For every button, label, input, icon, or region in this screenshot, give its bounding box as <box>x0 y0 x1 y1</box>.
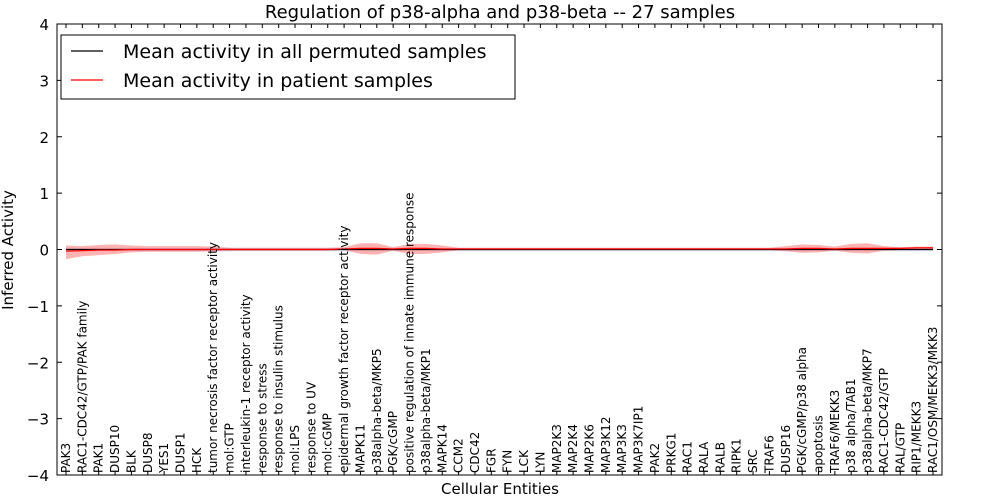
x-axis-label: Cellular Entities <box>441 480 559 498</box>
x-tick-label: p38alpha-beta/MKP1 <box>419 348 433 473</box>
x-tick-label: response to stress <box>255 363 269 473</box>
y-tick-label: 3 <box>39 72 49 90</box>
confidence-bands <box>66 243 933 260</box>
y-tick-label: −4 <box>27 467 49 485</box>
x-tick-label: RAC1-CDC42/GTP <box>877 368 891 473</box>
x-tick-label: DUSP16 <box>779 425 793 473</box>
x-tick-label: SRC <box>746 449 760 473</box>
chart-title: Regulation of p38-alpha and p38-beta -- … <box>265 2 735 23</box>
x-tick-label: RAC1/OSM/MEKK3/MKK3 <box>926 327 940 473</box>
x-tick-label: RALA <box>697 441 711 473</box>
x-tick-label: DUSP1 <box>174 432 188 473</box>
x-tick-label: PRKG1 <box>664 433 678 473</box>
x-tick-label: MAP3K7IP1 <box>632 406 646 473</box>
y-tick-label: 4 <box>39 16 49 34</box>
x-tick-label: YES1 <box>157 443 171 474</box>
y-axis-label: Inferred Activity <box>0 190 17 310</box>
x-tick-label: response to UV <box>304 381 318 473</box>
x-tick-label: LCK <box>517 449 531 473</box>
legend: Mean activity in all permuted samples Me… <box>60 34 516 100</box>
x-tick-label: PAK1 <box>92 443 106 473</box>
x-tick-label: FYN <box>501 450 515 473</box>
x-tick-label: response to insulin stimulus <box>272 305 286 473</box>
x-tick-label: mol:cGMP <box>321 413 335 473</box>
x-tick-label: MAPK11 <box>353 424 367 473</box>
patient-band <box>66 243 933 260</box>
x-tick-label: p38 alpha/TAB1 <box>844 379 858 473</box>
x-tick-label: tumor necrosis factor receptor activity <box>206 242 220 473</box>
x-tick-label: PAK2 <box>648 443 662 473</box>
x-tick-label: DUSP8 <box>141 432 155 473</box>
y-tick-label: −2 <box>27 354 49 372</box>
x-tick-label: MAP3K3 <box>615 424 629 473</box>
x-tick-label: CDC42 <box>468 432 482 473</box>
x-tick-label: TRAF6 <box>762 435 776 474</box>
x-tick-label: TRAF6/MEKK3 <box>828 390 842 474</box>
x-tick-label: PAK3 <box>59 443 73 473</box>
x-tick-label: MAP2K4 <box>566 424 580 473</box>
x-tick-label: DUSP10 <box>108 425 122 473</box>
x-tick-label: apoptosis <box>811 415 825 473</box>
x-tick-label: RIPK1 <box>730 438 744 473</box>
x-tick-label: epidermal growth factor receptor activit… <box>337 226 351 473</box>
legend-box <box>60 34 516 100</box>
y-tick-label: 2 <box>39 129 49 147</box>
x-tick-label: mol:GTP <box>223 423 237 473</box>
y-tick-label: 1 <box>39 185 49 203</box>
x-tick-label: PGK/cGMP <box>386 411 400 473</box>
x-tick-label: FGR <box>484 448 498 473</box>
series-lines <box>65 247 933 252</box>
x-tick-label: MAPK14 <box>435 424 449 473</box>
x-tick-label: MAP2K3 <box>550 424 564 473</box>
x-tick-label: RALB <box>713 442 727 473</box>
x-tick-label: RAC1-CDC42/GTP/PAK family <box>75 301 89 473</box>
x-tick-label: interleukin-1 receptor activity <box>239 294 253 473</box>
x-tick-label: LYN <box>533 452 547 473</box>
x-tick-label: RIP1/MEKK3 <box>910 401 924 473</box>
x-tick-label: PGK/cGMP/p38 alpha <box>795 347 809 473</box>
x-tick-label: mol:LPS <box>288 425 302 473</box>
x-tick-label: positive regulation of innate immune res… <box>403 193 417 473</box>
y-tick-label: −1 <box>27 298 49 316</box>
x-tick-label: MAP3K12 <box>599 416 613 473</box>
patient-mean-line <box>65 247 933 252</box>
x-tick-label: BLK <box>124 449 138 473</box>
x-tick-label: p38alpha-beta/MKP5 <box>370 348 384 473</box>
y-tick-label: −3 <box>27 411 49 429</box>
legend-label-permuted: Mean activity in all permuted samples <box>123 41 486 63</box>
x-tick-labels: PAK3 RAC1-CDC42/GTP/PAK family PAK1 DUSP10 B… <box>59 193 940 474</box>
x-tick-label: RAL/GTP <box>893 423 907 473</box>
axes: −4 −3 −2 −1 0 1 2 3 4 <box>27 16 943 485</box>
x-tick-label: MAP2K6 <box>582 424 596 473</box>
x-tick-label: HCK <box>190 447 204 473</box>
x-tick-label: CCM2 <box>452 438 466 473</box>
y-tick-label: 0 <box>39 242 49 260</box>
x-tick-label: p38alpha-beta/MKP7 <box>861 348 875 473</box>
legend-label-patient: Mean activity in patient samples <box>123 70 433 92</box>
x-tick-label: RAC1 <box>681 441 695 473</box>
